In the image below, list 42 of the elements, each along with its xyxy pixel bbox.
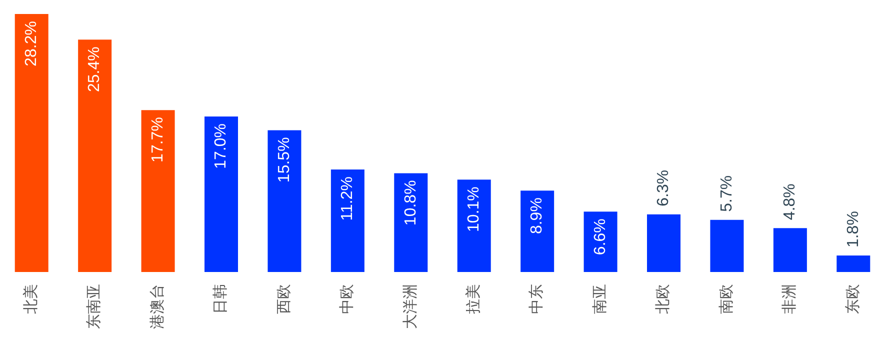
bar	[330, 170, 364, 272]
bar	[204, 116, 238, 272]
data-label: 4.8%	[782, 184, 799, 220]
bar	[836, 256, 870, 272]
data-label: 11.2%	[339, 176, 356, 221]
data-label: 28.2%	[23, 21, 40, 66]
x-tick-label: 北美	[22, 284, 40, 314]
x-tick-label: 港澳台	[148, 284, 166, 329]
x-tick-label: 东南亚	[84, 284, 103, 329]
data-label: 15.5%	[276, 137, 293, 183]
bar	[773, 228, 807, 272]
data-label: 5.7%	[718, 175, 736, 212]
data-label: 25.4%	[86, 46, 104, 92]
data-label: 6.3%	[655, 170, 672, 206]
x-tick-label: 日韩	[211, 284, 230, 314]
bar	[457, 180, 491, 272]
bar	[710, 220, 744, 272]
bar	[394, 173, 428, 272]
x-tick-label: 南亚	[590, 284, 608, 314]
bar	[584, 212, 618, 272]
data-label: 6.6%	[592, 218, 609, 256]
bar	[141, 110, 175, 272]
x-tick-label: 南欧	[716, 284, 735, 314]
bar	[647, 214, 680, 272]
bar	[268, 130, 302, 272]
x-tick-label: 东欧	[843, 284, 862, 314]
data-label: 1.8%	[844, 211, 862, 248]
data-label: 17.7%	[149, 117, 166, 162]
data-label: 10.8%	[402, 180, 420, 226]
x-tick-label: 西欧	[274, 284, 292, 314]
x-tick-label: 非洲	[780, 284, 798, 314]
x-tick-label: 北欧	[654, 284, 672, 314]
bar	[14, 14, 48, 272]
bar	[520, 190, 554, 272]
data-label: 10.1%	[466, 186, 483, 232]
x-tick-label: 中东	[527, 284, 546, 314]
bar	[78, 40, 112, 272]
data-label: 8.9%	[528, 198, 546, 234]
x-tick-label: 大洋洲	[400, 284, 419, 329]
x-tick-label: 拉美	[464, 284, 482, 314]
data-label: 17.0%	[212, 123, 230, 169]
x-tick-label: 中欧	[338, 284, 356, 314]
